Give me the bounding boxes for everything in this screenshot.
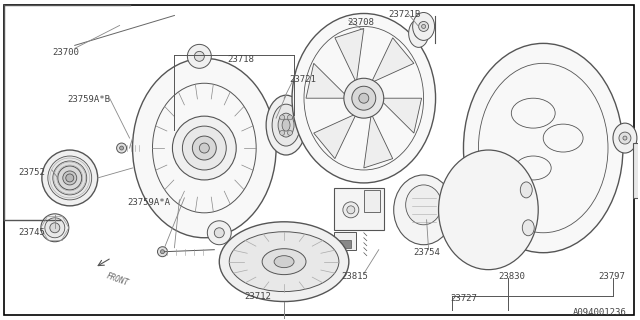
Ellipse shape (53, 161, 86, 195)
Text: 23745: 23745 (18, 228, 45, 237)
Circle shape (280, 130, 285, 135)
Ellipse shape (292, 13, 436, 183)
Ellipse shape (463, 44, 623, 253)
Circle shape (182, 126, 227, 170)
Ellipse shape (45, 218, 65, 238)
Text: 23700: 23700 (52, 48, 79, 57)
Ellipse shape (42, 150, 98, 206)
Circle shape (347, 206, 355, 214)
Ellipse shape (406, 185, 442, 225)
Text: 23727: 23727 (451, 293, 477, 303)
Polygon shape (314, 114, 356, 159)
Circle shape (623, 136, 627, 140)
Text: 23830: 23830 (499, 272, 525, 281)
Bar (334, 232, 356, 250)
Ellipse shape (409, 20, 429, 47)
Bar (633, 143, 640, 198)
Polygon shape (364, 114, 393, 168)
Ellipse shape (522, 220, 534, 236)
Text: 23721: 23721 (289, 75, 316, 84)
Circle shape (193, 136, 216, 160)
Ellipse shape (207, 221, 231, 245)
Polygon shape (335, 28, 364, 83)
Ellipse shape (613, 123, 637, 153)
Ellipse shape (50, 223, 60, 233)
Ellipse shape (262, 249, 306, 275)
Ellipse shape (413, 12, 435, 40)
Bar (364, 190, 380, 212)
Circle shape (419, 21, 429, 31)
Ellipse shape (438, 150, 538, 270)
Ellipse shape (266, 95, 306, 155)
Text: 23759A*B: 23759A*B (68, 95, 111, 104)
Circle shape (280, 115, 285, 120)
Ellipse shape (132, 58, 276, 238)
Ellipse shape (278, 113, 294, 137)
Ellipse shape (394, 175, 454, 245)
Circle shape (415, 29, 422, 37)
Text: 23754: 23754 (413, 248, 440, 257)
Text: 23752: 23752 (18, 168, 45, 177)
Text: 23759A*A: 23759A*A (127, 198, 171, 207)
Ellipse shape (282, 119, 290, 131)
Polygon shape (371, 38, 414, 83)
Text: 23718: 23718 (227, 55, 254, 64)
Circle shape (172, 116, 236, 180)
Polygon shape (306, 63, 349, 98)
Circle shape (287, 130, 292, 135)
Circle shape (344, 78, 384, 118)
Circle shape (619, 132, 631, 144)
Bar (334, 188, 384, 230)
Ellipse shape (274, 256, 294, 268)
Circle shape (157, 247, 168, 257)
Circle shape (359, 93, 369, 103)
Ellipse shape (63, 171, 77, 185)
Circle shape (199, 143, 209, 153)
Ellipse shape (520, 182, 532, 198)
Text: 23708: 23708 (347, 19, 374, 28)
Text: 23721B: 23721B (388, 11, 421, 20)
Text: 23815: 23815 (341, 272, 368, 281)
Circle shape (161, 250, 164, 254)
Circle shape (66, 174, 74, 182)
Ellipse shape (58, 166, 82, 190)
Text: 23712: 23712 (244, 292, 271, 300)
Ellipse shape (220, 222, 349, 301)
Circle shape (352, 86, 376, 110)
Ellipse shape (214, 228, 224, 238)
Ellipse shape (41, 214, 68, 242)
Bar (339, 240, 351, 248)
Ellipse shape (272, 104, 300, 146)
Circle shape (422, 24, 426, 28)
Polygon shape (379, 98, 422, 133)
Ellipse shape (195, 51, 204, 61)
Text: A094001236: A094001236 (573, 308, 627, 316)
Text: FRONT: FRONT (105, 272, 130, 288)
Ellipse shape (229, 232, 339, 292)
Circle shape (120, 146, 124, 150)
Ellipse shape (188, 44, 211, 68)
Circle shape (287, 115, 292, 120)
Circle shape (116, 143, 127, 153)
Ellipse shape (48, 156, 92, 200)
Circle shape (343, 202, 359, 218)
Text: 23797: 23797 (598, 272, 625, 281)
